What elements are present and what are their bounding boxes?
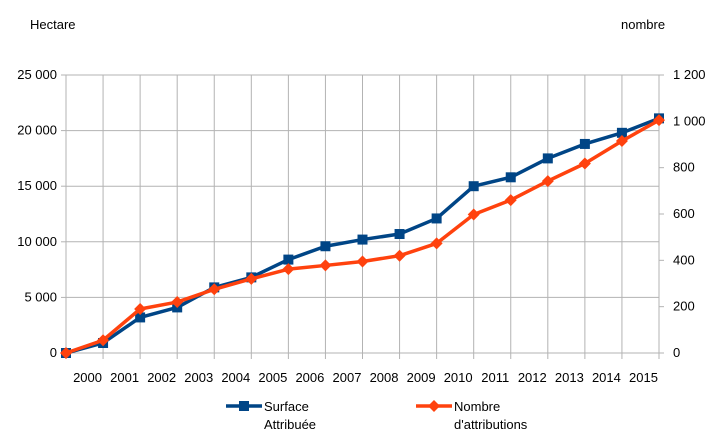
right-axis-unit-label: nombre [621,17,666,32]
x-axis-ticks: 2000 2001 2002 2003 2004 2005 2006 2007 2008 2009… [73,370,658,385]
legend: Surface Attribuée Nombre d'attributions [226,399,528,432]
series-2-point [208,283,221,296]
x-tick-label: 2005 [258,370,287,385]
right-tick-label: 1 200 [673,67,706,82]
series-2-point [541,175,554,188]
x-tick-label: 2010 [444,370,473,385]
series-2-point [504,194,517,207]
legend-marker-2 [428,400,440,412]
series-2-point [467,208,480,221]
series-2-point [356,255,369,268]
left-axis-ticks: 0 5 000 10 000 15 000 20 000 25 000 [17,67,57,360]
left-tick-label: 15 000 [17,178,57,193]
series-2-point [282,263,295,276]
x-tick-label: 2006 [295,370,324,385]
series-2-point [171,296,184,309]
x-tick-label: 2007 [333,370,362,385]
left-axis-unit-label: Hectare [30,17,76,32]
left-tick-label: 0 [50,345,57,360]
series-1-point [579,138,590,149]
x-tick-label: 2002 [147,370,176,385]
right-tick-label: 600 [673,206,695,221]
series-1-point [468,181,479,192]
x-tick-label: 2003 [184,370,213,385]
series-1-point [505,172,516,183]
series-1-point [431,213,442,224]
right-tick-label: 1 000 [673,113,706,128]
x-tick-label: 2015 [629,370,658,385]
x-tick-label: 2009 [407,370,436,385]
series-2-point [245,272,258,285]
series-1-point [542,153,553,164]
legend-label-2: Nombre [454,399,500,414]
left-tick-label: 10 000 [17,234,57,249]
left-tick-label: 25 000 [17,67,57,82]
legend-label-2: d'attributions [454,417,528,432]
right-tick-label: 0 [673,345,680,360]
x-tick-label: 2008 [370,370,399,385]
series-1-point [616,127,627,138]
series-2-point [393,249,406,262]
x-tick-label: 2011 [481,370,509,385]
series-2-point [615,135,628,148]
series-2-point [97,334,110,347]
right-axis-ticks: 0 200 400 600 800 1 000 1 200 [673,67,706,360]
right-tick-label: 800 [673,160,695,175]
left-tick-label: 5 000 [24,289,57,304]
x-tick-label: 2001 [110,370,139,385]
x-tick-label: 2012 [518,370,547,385]
x-tick-label: 2013 [555,370,584,385]
legend-marker-1 [239,401,249,411]
grid-lines [65,74,660,359]
series-2-point [653,114,665,127]
series-1-point [283,254,294,265]
series-2-point [60,347,72,359]
legend-label-1: Attribuée [264,417,316,432]
series-1-point [135,312,146,323]
series-1-point [394,229,405,240]
series-2-point [134,302,147,315]
series-2-point [319,259,332,272]
right-tick-label: 400 [673,252,695,267]
right-tick-label: 200 [673,299,695,314]
left-tick-label: 20 000 [17,123,57,138]
series-2-point [430,237,443,250]
series-1-point [320,241,331,252]
series-layer [60,113,665,359]
series-1-point [357,234,368,245]
x-tick-label: 2004 [221,370,250,385]
x-tick-label: 2014 [592,370,621,385]
series-2-point [578,157,591,170]
x-tick-label: 2000 [73,370,102,385]
legend-label-1: Surface [264,399,309,414]
